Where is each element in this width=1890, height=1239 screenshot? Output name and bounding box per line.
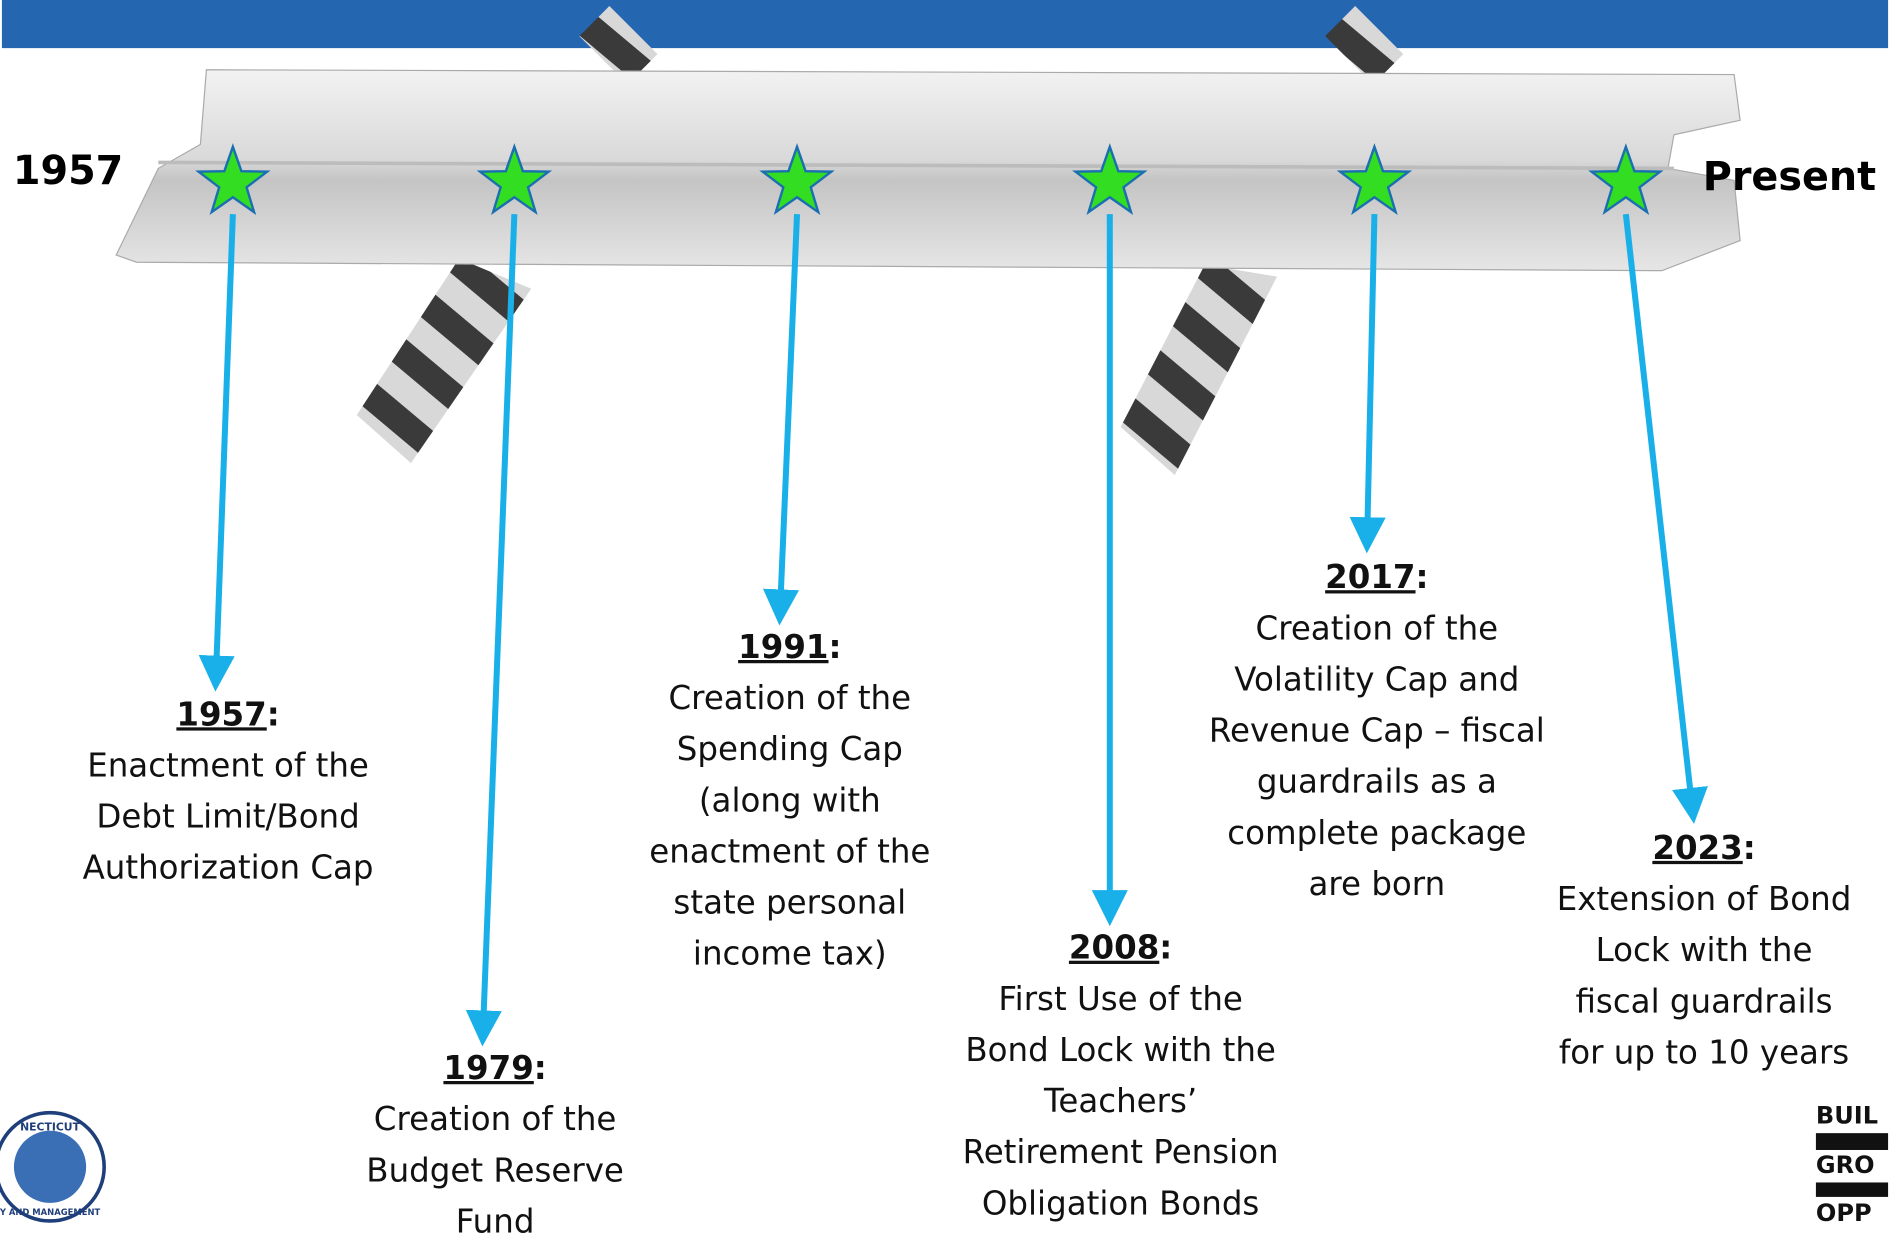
event-year: 2008 (1069, 929, 1159, 967)
event-text: Budget Reserve (366, 1151, 624, 1189)
event-text: enactment of the (649, 832, 930, 870)
event-heading: 2023: (1652, 829, 1755, 867)
arrow (1626, 214, 1692, 806)
event-text: Fund (456, 1202, 535, 1239)
event-text: Creation of the (1256, 609, 1499, 647)
logo-text: GRO (1816, 1151, 1875, 1179)
event-text: Extension of Bond (1557, 880, 1852, 918)
event-heading: 2017: (1325, 558, 1428, 596)
event-separator: : (267, 695, 280, 733)
event-separator: : (1743, 829, 1756, 867)
event-separator: : (1416, 558, 1429, 596)
start-label: 1957 (13, 148, 123, 194)
event-year: 2017 (1325, 558, 1415, 596)
event-heading: 2008: (1069, 929, 1172, 967)
event-text: Debt Limit/Bond (96, 798, 359, 836)
event-separator: : (534, 1049, 547, 1087)
end-label: Present (1703, 154, 1876, 200)
logo-text: OPP (1816, 1199, 1872, 1227)
right-logo: BUIL GRO OPP (1816, 1102, 1888, 1227)
event-text: Spending Cap (677, 730, 903, 768)
event-text: (along with (699, 781, 881, 819)
event-text: Creation of the (669, 679, 912, 717)
events: 1957: Enactment of the Debt Limit/Bond Auth… (83, 147, 1852, 1239)
event-text: Volatility Cap and (1234, 660, 1519, 698)
event-text: income tax) (693, 935, 887, 973)
event-separator: : (1159, 929, 1172, 967)
guardrail (116, 70, 1740, 271)
header-bar (2, 0, 1888, 48)
event-heading: 1991: (738, 628, 841, 666)
event-text: Retirement Pension (963, 1133, 1279, 1171)
event-text: guardrails as a (1257, 763, 1497, 801)
event-text: Teachers’ (1043, 1082, 1197, 1120)
event-text: First Use of the (998, 980, 1243, 1018)
arrow (780, 214, 797, 607)
event-text: Obligation Bonds (982, 1184, 1259, 1222)
arrow (216, 214, 233, 674)
event-year: 1979 (443, 1049, 533, 1087)
slide: 1957 Present 1957: Enactment of the Debt L… (0, 0, 1890, 1239)
event-separator: : (829, 628, 842, 666)
event-year: 1957 (176, 695, 266, 733)
event-year: 2023 (1652, 829, 1742, 867)
event-text: fiscal guardrails (1575, 982, 1832, 1020)
seal-text: Y AND MANAGEMENT (0, 1207, 100, 1217)
post (1121, 265, 1277, 476)
event-text: complete package (1227, 814, 1526, 852)
event-year: 1991 (738, 628, 828, 666)
event-text: Lock with the (1596, 931, 1813, 969)
event-text: Authorization Cap (83, 849, 374, 887)
event-text: state personal (673, 884, 906, 922)
event-text: are born (1309, 865, 1446, 903)
logo-text: BUIL (1816, 1102, 1878, 1130)
event-text: Creation of the (374, 1100, 617, 1138)
event-heading: 1957: (176, 695, 279, 733)
event-text: Revenue Cap – fiscal (1209, 712, 1545, 750)
seal-logo: NECTICUT Y AND MANAGEMENT (0, 1113, 104, 1221)
event-text: Enactment of the (87, 746, 369, 784)
event-text: for up to 10 years (1559, 1033, 1849, 1071)
event-heading: 1979: (443, 1049, 546, 1087)
event-text: Bond Lock with the (965, 1031, 1275, 1069)
seal-text: NECTICUT (20, 1121, 80, 1134)
